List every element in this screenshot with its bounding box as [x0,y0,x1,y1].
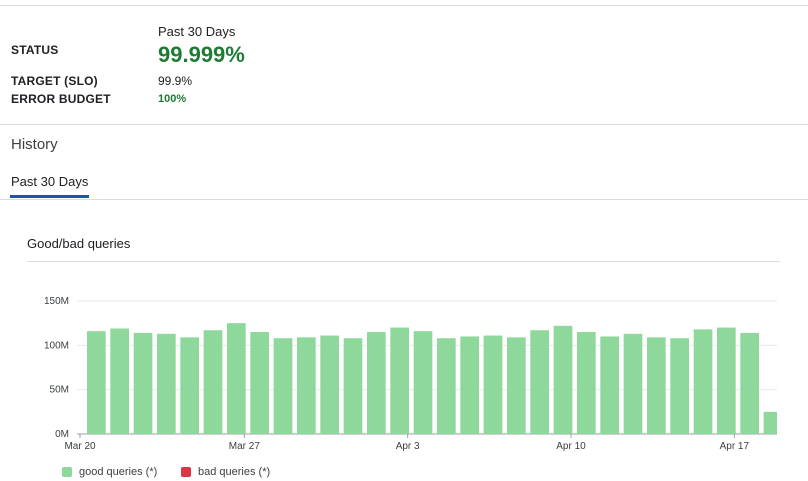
bar-good-queries [320,335,339,434]
bar-good-queries [600,336,619,434]
bar-good-queries [507,337,526,434]
top-divider [0,5,808,6]
error-budget-label: ERROR BUDGET [11,92,111,106]
bar-good-queries [297,337,316,434]
bar-good-queries [390,327,409,434]
bar-good-queries [460,336,479,434]
x-tick-label: Apr 10 [556,441,586,452]
bar-good-queries [670,338,689,434]
bar-good-queries [437,338,456,434]
bar-good-queries [647,337,666,434]
history-heading: History [11,136,58,153]
bar-good-queries [530,330,549,434]
legend-label-bad: bad queries (*) [198,466,271,478]
status-label: STATUS [11,43,59,57]
bar-good-queries [623,333,643,434]
x-tick-label: Apr 3 [396,441,420,452]
bar-good-queries [717,327,736,434]
bar-good-queries [203,330,223,434]
status-value: 99.999% [158,42,245,67]
bar-good-queries [483,335,503,434]
bar-good-queries [553,325,573,434]
y-tick-label: 0M [55,429,69,440]
bar-good-queries [763,411,777,434]
target-slo-label: TARGET (SLO) [11,74,98,88]
tab-selected-indicator [10,195,89,198]
x-tick-label: Mar 20 [64,441,96,452]
bar-good-queries [250,332,269,434]
chart-title-divider [27,261,780,262]
x-tick-label: Apr 17 [720,441,750,452]
bar-good-queries [273,338,293,434]
section-divider [0,124,808,125]
legend-label-good: good queries (*) [79,466,158,478]
bar-good-queries [133,332,153,434]
y-tick-label: 100M [44,340,69,351]
x-tick-label: Mar 27 [229,441,261,452]
bar-good-queries [577,332,596,434]
bar-good-queries [227,323,246,434]
legend-swatch-bad [181,467,191,477]
bar-good-queries [110,328,129,434]
slo-summary: Past 30 Days STATUS 99.999% TARGET (SLO)… [0,6,808,124]
chart-title: Good/bad queries [27,236,131,251]
queries-bar-chart: 0M 50M 100M 150M Mar 20 Mar 27 Apr 3 Apr 10 Apr … [44,296,777,452]
y-tick-label: 150M [44,296,69,307]
bar-good-queries [180,337,199,434]
y-tick-label: 50M [50,385,69,396]
bar-good-queries [367,332,386,434]
tab-past-30-days[interactable]: Past 30 Days [11,174,89,189]
bar-good-queries [693,329,713,434]
summary-period-label: Past 30 Days [158,24,236,39]
error-budget-value: 100% [158,93,187,105]
bar-good-queries [343,338,363,434]
bar-good-queries [740,332,759,434]
bar-good-queries [413,331,433,434]
target-slo-value: 99.9% [158,74,193,88]
bar-good-queries [87,331,106,434]
tabs-divider [0,199,808,200]
legend-swatch-good [62,467,72,477]
queries-chart-card: Good/bad queries 0M 50M 100M 150M Mar 20 Mar … [27,230,780,481]
bar-good-queries [157,333,176,434]
